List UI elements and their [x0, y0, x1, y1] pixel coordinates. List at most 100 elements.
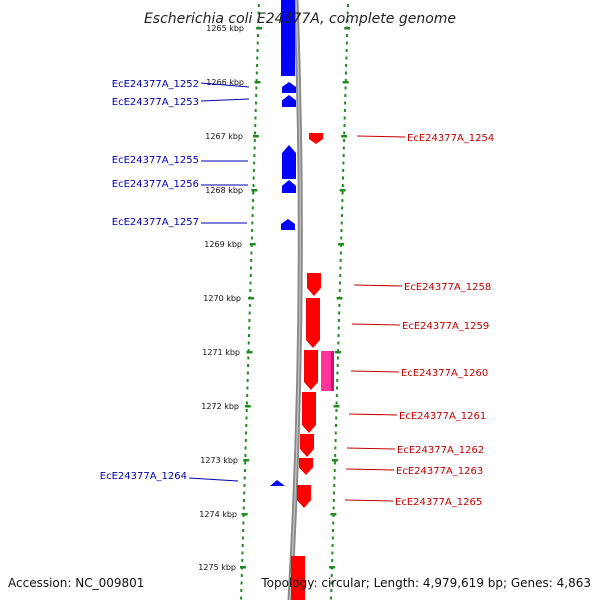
gene-feature-1266[interactable] — [291, 556, 305, 600]
gene-feature-1255[interactable] — [282, 145, 296, 179]
gene-label-reverse[interactable]: EcE24377A_1264 — [100, 471, 187, 482]
ruler-dot — [247, 341, 250, 345]
ruler-dot — [243, 476, 246, 480]
ruler-dot — [345, 56, 348, 60]
tick-labels: 1265 kbp 1266 kbp 1267 kbp 1268 kbp 1269 kbp… — [198, 24, 244, 572]
ruler-dot — [341, 206, 344, 210]
gene-feature-1261[interactable] — [302, 392, 316, 433]
gene-feature-1260[interactable] — [304, 350, 318, 390]
tick-mark-left — [252, 135, 259, 138]
gene-feature-1260-edge — [331, 351, 334, 391]
gene-label-forward[interactable]: EcE24377A_1258 — [404, 282, 491, 293]
ruler-dot — [337, 349, 340, 352]
ruler-dot — [338, 311, 341, 315]
gene-feature-1263[interactable] — [299, 458, 313, 475]
leader-line-blue — [200, 82, 250, 88]
tick-mark-right — [342, 81, 349, 84]
gene-feature-1254[interactable] — [309, 133, 323, 144]
leader-line-red — [348, 413, 398, 416]
ruler-dot — [332, 506, 335, 510]
gene-feature-1262[interactable] — [300, 434, 314, 457]
ruler-dot — [339, 259, 342, 262]
ruler-dot — [331, 559, 334, 562]
ruler-dot — [242, 506, 245, 510]
ruler-dot — [246, 379, 249, 382]
tick-mark-right — [335, 351, 342, 354]
ruler-dot — [342, 169, 345, 172]
ruler-dot — [339, 251, 342, 255]
gene-label-reverse[interactable]: EcE24377A_1257 — [112, 217, 199, 228]
tick-mark-left — [251, 189, 258, 192]
gene-label-forward[interactable]: EcE24377A_1259 — [402, 321, 489, 332]
gene-label-forward[interactable]: EcE24377A_1261 — [399, 411, 486, 422]
ruler-dot — [249, 281, 252, 285]
ruler-dot — [337, 334, 340, 337]
ruler-dot — [255, 71, 258, 75]
gene-label-forward[interactable]: EcE24377A_1260 — [401, 368, 488, 379]
ruler-dot — [256, 34, 259, 37]
gene-label-forward[interactable]: EcE24377A_1265 — [395, 497, 482, 508]
gene-feature-1252[interactable] — [282, 82, 296, 93]
ruler-dot — [250, 236, 253, 240]
ruler-dot — [340, 221, 343, 225]
ruler-dot — [333, 476, 336, 480]
ruler-dot — [244, 461, 247, 465]
ruler-dot — [247, 356, 250, 360]
gene-label-reverse[interactable]: EcE24377A_1256 — [112, 179, 199, 190]
ruler-dot — [346, 19, 349, 22]
ruler-dot — [340, 236, 343, 240]
ruler-dot — [343, 116, 346, 120]
ruler-dot — [257, 11, 260, 15]
tick-label: 1266 kbp — [206, 78, 244, 87]
ruler-dot — [330, 589, 333, 592]
ruler-dot — [331, 544, 334, 547]
gene-feature-1258[interactable] — [307, 273, 321, 296]
gene-label-reverse[interactable]: EcE24377A_1253 — [112, 97, 199, 108]
gene-feature-1260-highlight[interactable] — [321, 351, 334, 391]
gene-feature-1264[interactable] — [270, 480, 285, 486]
tick-label: 1275 kbp — [198, 563, 236, 572]
ruler-dot — [336, 364, 339, 367]
ruler-dot — [337, 326, 340, 330]
tick-mark-left — [254, 81, 261, 84]
ruler-dot — [256, 41, 259, 45]
ruler-dot — [346, 34, 349, 37]
tick-mark-left — [256, 27, 263, 30]
ruler-dot — [244, 446, 247, 450]
ruler-dot — [339, 274, 342, 277]
gene-feature-1256[interactable] — [282, 180, 296, 193]
ruler-dot — [256, 49, 259, 52]
ruler-dot — [240, 589, 243, 592]
gene-feature-1251[interactable] — [281, 0, 295, 76]
tick-label: 1265 kbp — [206, 24, 244, 33]
gene-label-reverse[interactable]: EcE24377A_1252 — [112, 79, 199, 90]
gene-feature-1259[interactable] — [306, 298, 320, 348]
gene-label-forward[interactable]: EcE24377A_1262 — [397, 445, 484, 456]
ruler-dot — [253, 161, 256, 165]
ruler-dot — [343, 139, 346, 142]
ruler-dot — [331, 536, 334, 540]
gene-label-forward[interactable]: EcE24377A_1263 — [396, 466, 483, 477]
ruler-dot — [343, 109, 346, 112]
ruler-dot — [246, 371, 249, 375]
ruler-dot — [248, 326, 251, 330]
ruler-dot — [241, 551, 244, 555]
leader-line-red — [351, 323, 401, 326]
ruler-dot — [345, 41, 348, 45]
ruler-dot — [334, 424, 337, 427]
gene-feature-1257[interactable] — [281, 219, 295, 230]
gene-label-reverse[interactable]: EcE24377A_1255 — [112, 155, 199, 166]
gene-feature-1253[interactable] — [282, 95, 296, 107]
tick-mark-left — [243, 459, 250, 462]
ruler-dot — [242, 521, 245, 525]
ruler-dot — [336, 379, 339, 382]
map-title: Escherichia coli E24377A, complete genom… — [144, 11, 456, 27]
ruler-dot — [256, 56, 259, 60]
gene-label-forward[interactable]: EcE24377A_1254 — [407, 133, 494, 144]
gene-feature-1265[interactable] — [297, 485, 311, 508]
ruler-dot — [335, 409, 338, 412]
ruler-dot — [336, 356, 339, 360]
ruler-dot — [243, 499, 246, 502]
tick-mark-right — [341, 135, 348, 138]
